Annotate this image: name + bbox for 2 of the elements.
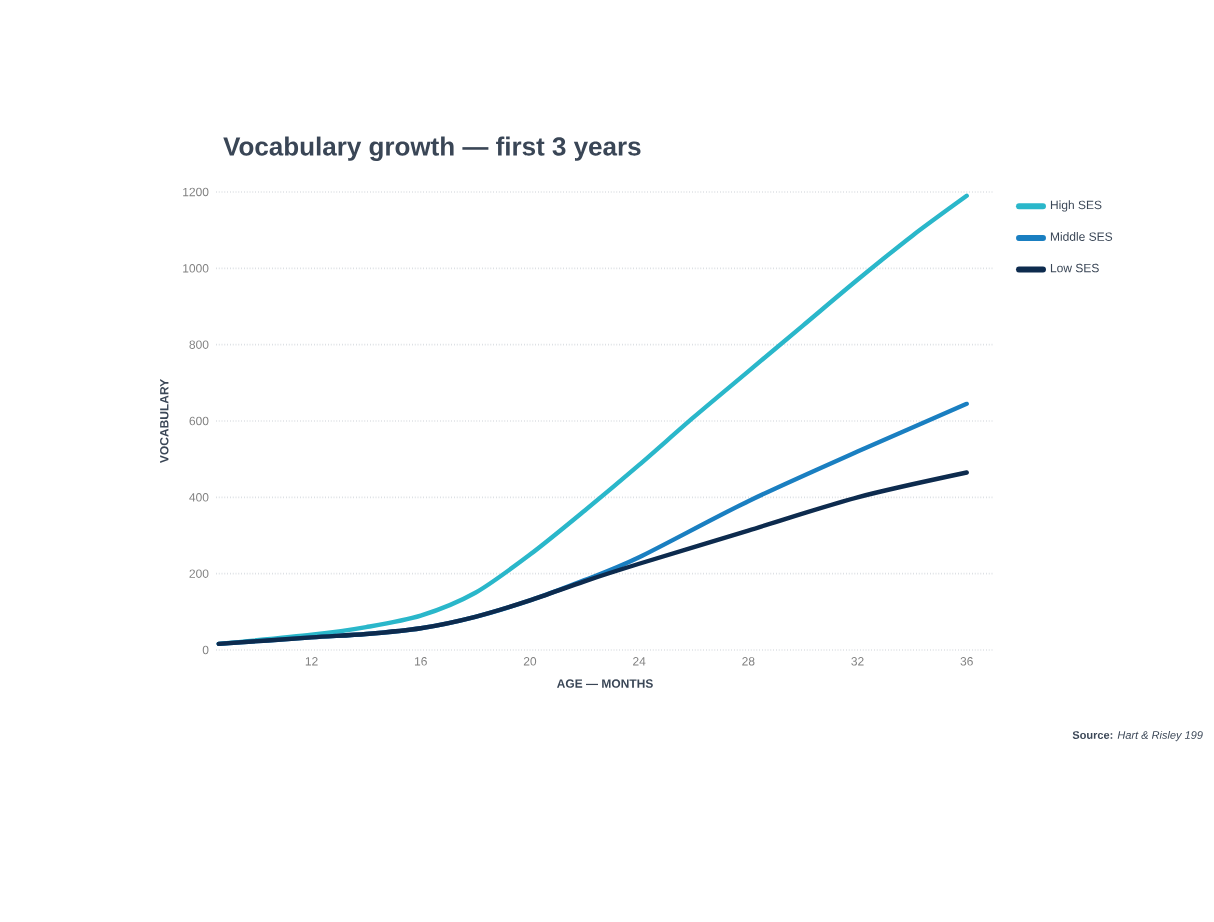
chart-title: Vocabulary growth — first 3 years: [223, 136, 641, 161]
line-series: [216, 470, 969, 647]
